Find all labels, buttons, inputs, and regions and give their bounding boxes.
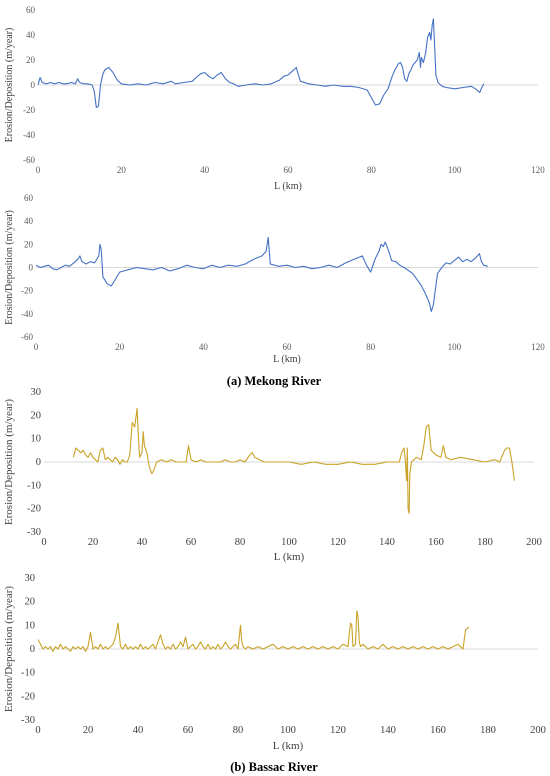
x-axis-title: L (km) bbox=[273, 354, 301, 365]
y-tick-label: -30 bbox=[27, 527, 41, 538]
y-tick-label: 0 bbox=[36, 457, 41, 468]
x-axis-title: L (km) bbox=[274, 551, 305, 563]
y-tick-label: -60 bbox=[21, 332, 33, 342]
y-tick-label: 0 bbox=[29, 263, 34, 273]
y-tick-label: 0 bbox=[30, 644, 35, 655]
x-tick-label: 40 bbox=[199, 342, 209, 352]
mekong-lower-chart: -60 -40 -20 0 20 40 60 0 20 40 60 80 100 120 L (km) Ero… bbox=[4, 193, 545, 365]
x-tick-label: 100 bbox=[448, 165, 462, 175]
x-tick-label: 60 bbox=[186, 537, 197, 548]
x-tick-label: 40 bbox=[133, 725, 144, 736]
x-axis-title: L (km) bbox=[273, 740, 304, 752]
x-tick-label: 120 bbox=[531, 165, 545, 175]
x-axis-title: L (km) bbox=[274, 181, 302, 192]
bassac-upper-chart: -30 -20 -10 0 10 20 30 0 20 40 60 80 100 120 140 160 180… bbox=[3, 387, 542, 563]
y-tick-label: 20 bbox=[24, 239, 34, 249]
y-tick-label: 30 bbox=[25, 573, 36, 584]
y-tick-label: -30 bbox=[21, 715, 35, 726]
y-axis-title: Erosion/Deposition (m/year) bbox=[4, 210, 15, 325]
y-tick-label: 60 bbox=[26, 5, 36, 15]
x-tick-label: 20 bbox=[117, 165, 127, 175]
y-tick-label: 40 bbox=[26, 30, 36, 40]
x-tick-label: 180 bbox=[480, 725, 496, 736]
x-tick-label: 60 bbox=[183, 725, 194, 736]
x-tick-label: 200 bbox=[530, 725, 546, 736]
y-tick-label: -60 bbox=[23, 155, 35, 165]
x-tick-label: 120 bbox=[330, 537, 346, 548]
x-tick-label: 160 bbox=[430, 725, 446, 736]
x-tick-label: 140 bbox=[380, 725, 396, 736]
x-tick-label: 80 bbox=[366, 342, 376, 352]
x-tick-label: 40 bbox=[200, 165, 210, 175]
y-axis-title: Erosion/Deposition (m/year) bbox=[3, 586, 15, 713]
y-tick-label: 30 bbox=[31, 387, 42, 398]
caption-mekong: (a) Mekong River bbox=[227, 374, 322, 388]
y-tick-label: -20 bbox=[27, 504, 41, 515]
x-tick-label: 60 bbox=[283, 342, 293, 352]
y-tick-label: 10 bbox=[25, 620, 36, 631]
x-tick-label: 20 bbox=[115, 342, 125, 352]
series-line bbox=[35, 236, 488, 313]
y-tick-label: 60 bbox=[24, 193, 34, 203]
x-tick-label: 100 bbox=[448, 342, 462, 352]
x-tick-label: 40 bbox=[137, 537, 148, 548]
bassac-lower-chart: -30 -20 -10 0 10 20 30 0 20 40 60 80 100 120 140 160 180… bbox=[3, 573, 546, 752]
y-tick-label: 0 bbox=[31, 80, 36, 90]
series-line bbox=[37, 18, 485, 109]
series-line bbox=[37, 610, 470, 652]
x-tick-label: 140 bbox=[379, 537, 395, 548]
y-tick-label: 10 bbox=[31, 434, 42, 445]
x-tick-label: 200 bbox=[526, 537, 542, 548]
x-tick-label: 0 bbox=[34, 342, 39, 352]
x-tick-label: 20 bbox=[83, 725, 94, 736]
x-tick-label: 0 bbox=[35, 725, 40, 736]
y-tick-label: -40 bbox=[21, 309, 33, 319]
y-tick-label: -20 bbox=[21, 691, 35, 702]
x-tick-label: 120 bbox=[531, 342, 545, 352]
x-tick-label: 180 bbox=[477, 537, 493, 548]
y-tick-label: 20 bbox=[31, 410, 42, 421]
x-tick-label: 80 bbox=[367, 165, 377, 175]
y-tick-label: -20 bbox=[21, 286, 33, 296]
series-line bbox=[72, 407, 515, 514]
y-axis-title: Erosion/Deposition (m/year) bbox=[4, 28, 15, 143]
y-axis-title: Erosion/Deposition (m/year) bbox=[3, 399, 15, 526]
x-tick-label: 20 bbox=[88, 537, 99, 548]
x-tick-label: 0 bbox=[41, 537, 46, 548]
y-tick-label: -10 bbox=[27, 480, 41, 491]
y-tick-label: 20 bbox=[26, 55, 36, 65]
caption-bassac: (b) Bassac River bbox=[230, 760, 318, 774]
x-tick-label: 80 bbox=[233, 725, 244, 736]
y-tick-label: 40 bbox=[24, 216, 34, 226]
x-tick-label: 120 bbox=[330, 725, 346, 736]
mekong-upper-chart: -60 -40 -20 0 20 40 60 0 20 40 60 80 100 120 L (km) Ero… bbox=[4, 5, 545, 192]
x-tick-label: 60 bbox=[284, 165, 294, 175]
x-tick-label: 100 bbox=[281, 537, 297, 548]
x-tick-label: 0 bbox=[36, 165, 41, 175]
y-tick-label: -20 bbox=[23, 105, 35, 115]
y-tick-label: -10 bbox=[21, 668, 35, 679]
x-tick-label: 80 bbox=[235, 537, 246, 548]
x-tick-label: 160 bbox=[428, 537, 444, 548]
y-tick-label: -40 bbox=[23, 130, 35, 140]
x-tick-label: 100 bbox=[280, 725, 296, 736]
y-tick-label: 20 bbox=[25, 597, 36, 608]
